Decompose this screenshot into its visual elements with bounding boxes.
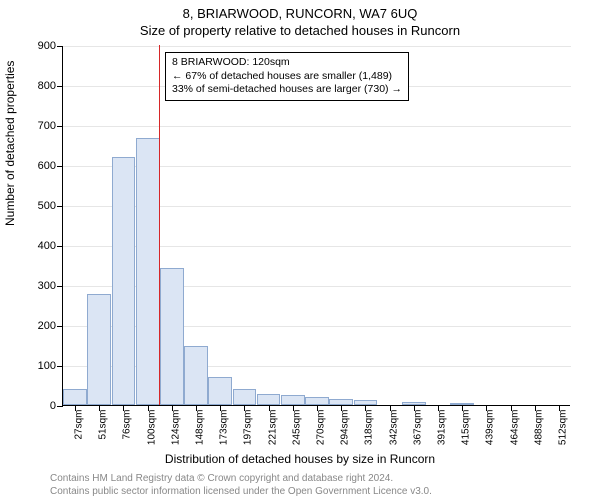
y-tick-label: 500 [38,200,56,212]
histogram-bar [233,389,257,405]
x-tick-label: 124sqm [170,410,181,446]
y-tick [57,166,63,167]
y-tick-label: 0 [50,400,56,412]
x-axis-label: Distribution of detached houses by size … [0,452,600,466]
plot-region: 010020030040050060070080090027sqm51sqm76… [62,46,570,406]
chart-area: 010020030040050060070080090027sqm51sqm76… [62,46,570,406]
footer-line-2: Contains public sector information licen… [50,486,588,499]
x-tick-label: 27sqm [74,410,85,440]
histogram-bar [87,294,111,405]
histogram-bar [112,157,136,405]
x-tick-label: 270sqm [316,410,327,446]
y-tick-label: 800 [38,80,56,92]
y-tick [57,326,63,327]
x-tick-label: 100sqm [146,410,157,446]
x-tick-label: 148sqm [195,410,206,446]
page-title: 8, BRIARWOOD, RUNCORN, WA7 6UQ [0,0,600,21]
x-tick-label: 173sqm [219,410,230,446]
x-tick-label: 318sqm [364,410,375,446]
page-subtitle: Size of property relative to detached ho… [0,21,600,38]
y-tick [57,286,63,287]
histogram-bar [257,394,281,405]
x-tick-label: 439sqm [485,410,496,446]
y-tick [57,86,63,87]
y-tick-label: 700 [38,120,56,132]
x-tick-label: 415sqm [461,410,472,446]
y-tick-label: 600 [38,160,56,172]
y-tick [57,366,63,367]
x-tick-label: 391sqm [436,410,447,446]
x-tick-label: 294sqm [340,410,351,446]
x-tick-label: 245sqm [291,410,302,446]
histogram-bar [160,268,184,405]
x-tick-label: 464sqm [509,410,520,446]
histogram-bar [305,397,329,405]
y-axis-label: Number of detached properties [3,61,17,226]
y-tick-label: 200 [38,320,56,332]
y-tick-label: 100 [38,360,56,372]
gridline [63,126,571,127]
x-tick-label: 367sqm [412,410,423,446]
property-marker-line [159,45,160,405]
histogram-bar [281,395,305,405]
callout-line-1: 8 BRIARWOOD: 120sqm [172,56,402,70]
y-tick-label: 400 [38,240,56,252]
histogram-bar [208,377,232,405]
x-tick-label: 197sqm [243,410,254,446]
histogram-bar [63,389,87,405]
callout-line-2: ← 67% of detached houses are smaller (1,… [172,70,402,84]
x-tick-label: 51sqm [98,410,109,440]
x-tick-label: 488sqm [533,410,544,446]
callout-box: 8 BRIARWOOD: 120sqm← 67% of detached hou… [165,52,409,101]
y-tick [57,406,63,407]
x-tick-label: 221sqm [267,410,278,446]
x-tick-label: 512sqm [557,410,568,446]
gridline [63,46,571,47]
y-tick [57,126,63,127]
y-tick-label: 900 [38,40,56,52]
callout-line-3: 33% of semi-detached houses are larger (… [172,83,402,97]
y-tick-label: 300 [38,280,56,292]
y-tick [57,206,63,207]
y-tick [57,46,63,47]
histogram-bar [136,138,160,405]
footer: Contains HM Land Registry data © Crown c… [0,473,600,500]
histogram-bar [184,346,208,405]
y-tick [57,246,63,247]
x-tick-label: 342sqm [388,410,399,446]
footer-line-1: Contains HM Land Registry data © Crown c… [50,473,588,486]
x-tick-label: 76sqm [122,410,133,440]
